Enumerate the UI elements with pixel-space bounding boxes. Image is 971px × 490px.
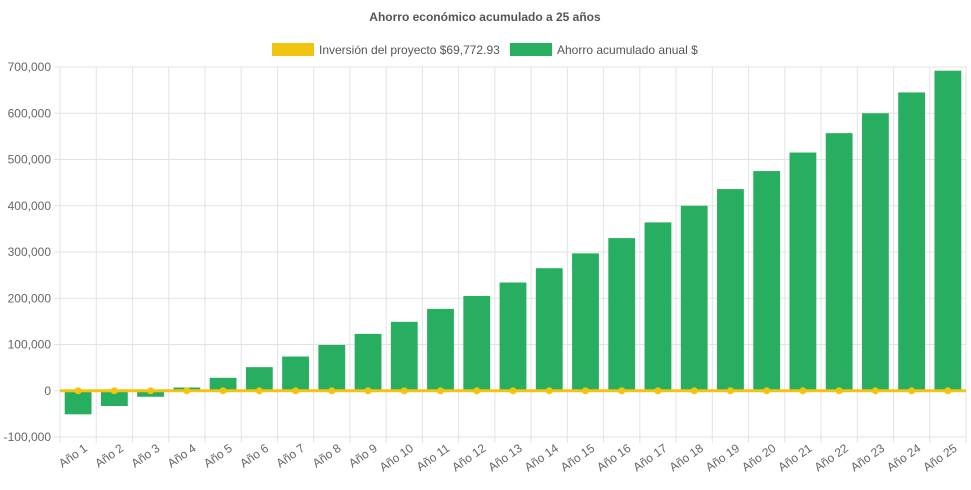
- bar-2[interactable]: [100, 390, 128, 407]
- x-tick-label: Año 20: [739, 441, 778, 474]
- bar-23[interactable]: [861, 113, 889, 391]
- legend-label-investment: Inversión del proyecto $69,772.93: [319, 43, 500, 57]
- investment-point-23[interactable]: [871, 387, 879, 395]
- bar-7[interactable]: [282, 356, 309, 391]
- x-tick-label: Año 25: [920, 441, 959, 474]
- x-tick-label: Año 5: [201, 441, 235, 471]
- x-tick-label: Año 7: [274, 441, 308, 471]
- investment-point-19[interactable]: [726, 387, 734, 395]
- investment-point-6[interactable]: [255, 387, 263, 395]
- investment-point-15[interactable]: [581, 387, 589, 395]
- bar-8[interactable]: [318, 344, 346, 391]
- investment-point-22[interactable]: [835, 387, 843, 395]
- legend-item-savings[interactable]: Ahorro acumulado anual $: [510, 43, 698, 57]
- y-axis: -100,000 0 100,000 200,000 300,000 400,000 500…: [4, 60, 52, 444]
- investment-point-17[interactable]: [654, 387, 662, 395]
- x-tick-label: Año 21: [775, 441, 814, 474]
- investment-point-10[interactable]: [400, 387, 408, 395]
- x-tick-label: Año 22: [812, 441, 851, 474]
- x-tick-label: Año 24: [884, 441, 923, 474]
- y-tick-label: 100,000: [8, 338, 52, 352]
- x-tick-label: Año 14: [522, 441, 561, 474]
- x-tick-label: Año 10: [377, 441, 416, 474]
- bar-24[interactable]: [898, 92, 926, 391]
- bar-25[interactable]: [934, 70, 962, 391]
- investment-point-20[interactable]: [763, 387, 771, 395]
- investment-point-3[interactable]: [147, 387, 155, 395]
- bar-12[interactable]: [463, 295, 491, 391]
- x-tick-label: Año 2: [92, 441, 126, 471]
- x-tick-label: Año 15: [558, 441, 597, 474]
- x-tick-label: Año 9: [346, 441, 380, 471]
- y-tick-label: 600,000: [8, 106, 52, 120]
- bar-14[interactable]: [535, 268, 563, 391]
- investment-point-16[interactable]: [618, 387, 626, 395]
- investment-point-9[interactable]: [364, 387, 372, 395]
- legend-label-savings: Ahorro acumulado anual $: [557, 43, 698, 57]
- bar-19[interactable]: [717, 189, 744, 391]
- x-tick-label: Año 19: [703, 441, 742, 474]
- investment-point-14[interactable]: [545, 387, 553, 395]
- x-tick-label: Año 8: [310, 441, 344, 471]
- legend-swatch-savings: [510, 43, 552, 56]
- investment-point-11[interactable]: [437, 387, 445, 395]
- legend-item-investment[interactable]: Inversión del proyecto $69,772.93: [272, 43, 500, 57]
- y-tick-label: 400,000: [8, 199, 52, 213]
- investment-point-18[interactable]: [690, 387, 698, 395]
- bar-13[interactable]: [499, 282, 527, 391]
- investment-point-2[interactable]: [110, 387, 118, 395]
- bar-16[interactable]: [608, 238, 636, 391]
- investment-point-24[interactable]: [908, 387, 916, 395]
- investment-point-12[interactable]: [473, 387, 481, 395]
- bar-9[interactable]: [354, 333, 382, 391]
- y-tick-label: -100,000: [4, 430, 52, 444]
- bar-5[interactable]: [209, 377, 237, 391]
- x-axis: Año 1 Año 2 Año 3 Año 4 Año 5 Año 6 Año 7 Año 8…: [56, 441, 960, 474]
- y-tick-label: 200,000: [8, 291, 52, 305]
- x-tick-label: Año 23: [848, 441, 887, 474]
- investment-point-25[interactable]: [944, 387, 952, 395]
- investment-point-1[interactable]: [74, 387, 82, 395]
- bar-1[interactable]: [64, 390, 92, 415]
- x-tick-label: Año 12: [449, 441, 488, 474]
- bar-17[interactable]: [644, 222, 672, 391]
- bar-22[interactable]: [825, 133, 853, 391]
- x-tick-label: Año 4: [165, 441, 199, 471]
- investment-point-21[interactable]: [799, 387, 807, 395]
- chart-title: Ahorro económico acumulado a 25 años: [369, 10, 601, 24]
- y-tick-label: 500,000: [8, 153, 52, 167]
- bar-15[interactable]: [572, 253, 599, 391]
- x-tick-label: Año 11: [414, 441, 453, 474]
- x-tick-label: Año 6: [237, 441, 271, 471]
- y-tick-label: 300,000: [8, 245, 52, 259]
- bar-6[interactable]: [245, 367, 273, 391]
- investment-point-7[interactable]: [292, 387, 300, 395]
- bar-11[interactable]: [427, 308, 454, 391]
- investment-point-4[interactable]: [183, 387, 191, 395]
- investment-point-5[interactable]: [219, 387, 227, 395]
- legend-swatch-investment: [272, 43, 314, 56]
- x-tick-label: Año 18: [667, 441, 706, 474]
- x-tick-label: Año 1: [56, 441, 90, 471]
- bar-10[interactable]: [390, 321, 418, 391]
- y-tick-label: 700,000: [8, 60, 52, 74]
- bar-20[interactable]: [753, 171, 781, 391]
- bar-18[interactable]: [680, 205, 708, 391]
- bar-series-savings: [64, 70, 962, 415]
- investment-point-8[interactable]: [328, 387, 336, 395]
- legend: Inversión del proyecto $69,772.93 Ahorro…: [272, 43, 698, 57]
- x-tick-label: Año 13: [486, 441, 525, 474]
- x-tick-label: Año 16: [594, 441, 633, 474]
- bar-21[interactable]: [789, 152, 817, 391]
- x-tick-label: Año 17: [630, 441, 669, 474]
- investment-point-13[interactable]: [509, 387, 517, 395]
- y-tick-label: 0: [44, 384, 51, 398]
- x-tick-label: Año 3: [129, 441, 163, 471]
- grid: [54, 66, 967, 443]
- line-series-investment: [60, 387, 966, 395]
